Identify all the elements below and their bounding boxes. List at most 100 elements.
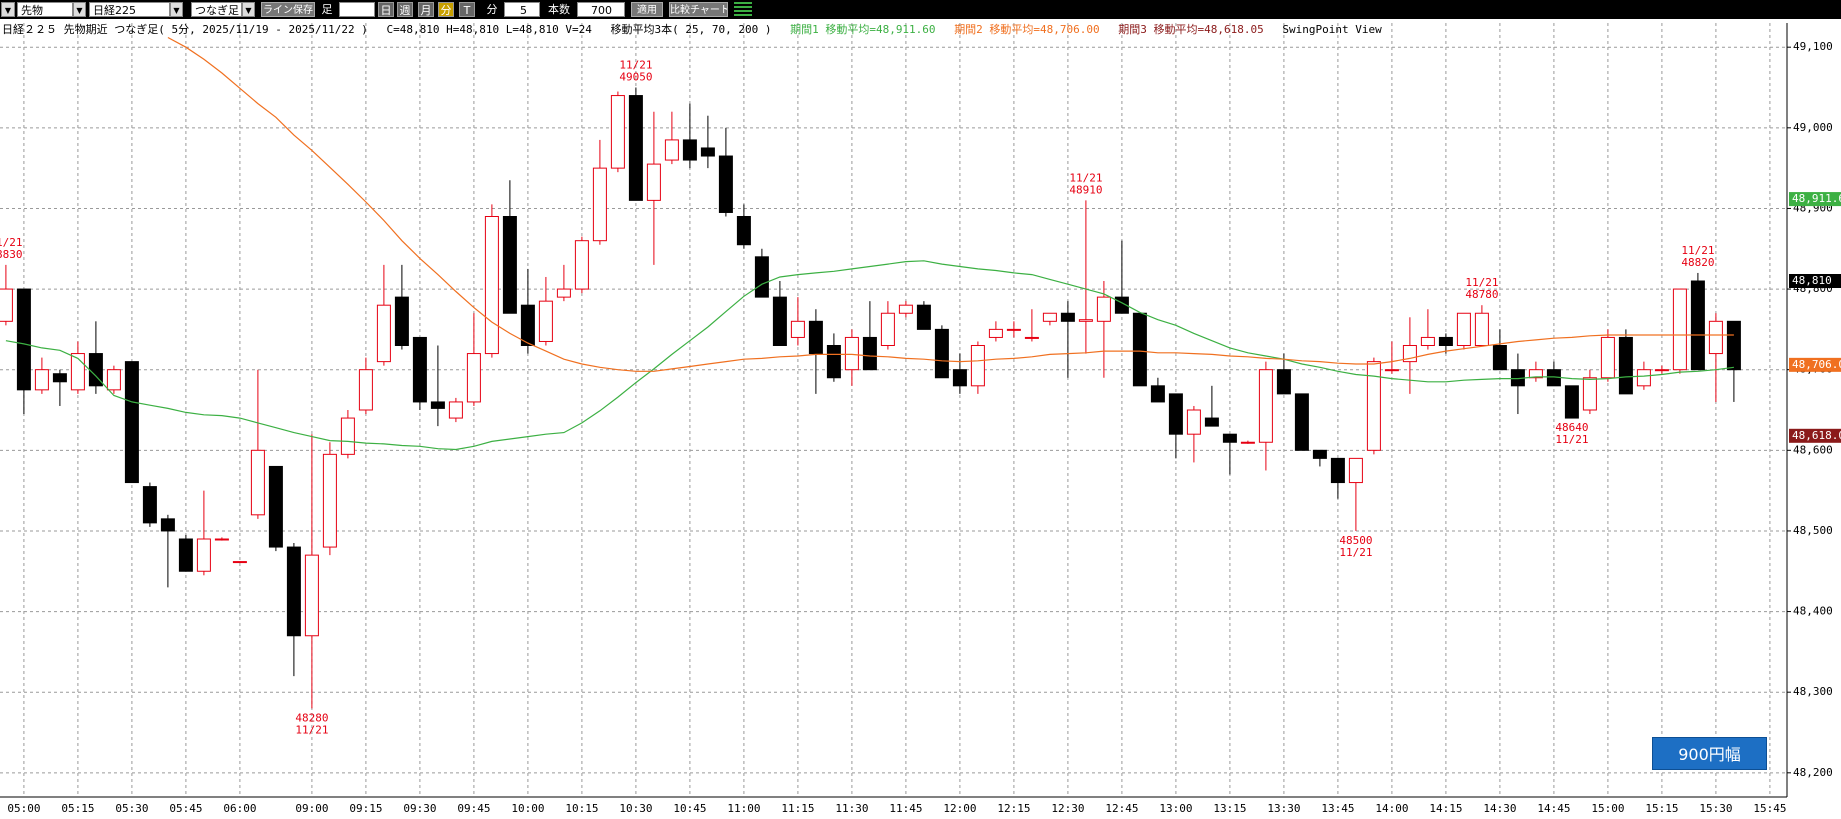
x-tick-label: 05:00 <box>7 802 40 815</box>
candle-body <box>1600 336 1615 379</box>
candle-body <box>574 240 589 290</box>
candle-body <box>1492 345 1507 371</box>
ma-line <box>167 36 1734 372</box>
candle-body <box>484 216 499 355</box>
ma-line <box>5 260 1734 451</box>
range-button[interactable]: 900円幅 <box>1652 737 1767 770</box>
candle-body <box>358 369 373 411</box>
period-button[interactable]: 週 <box>397 2 413 17</box>
candle-body <box>322 453 337 548</box>
swing-price: 48830 <box>0 248 22 261</box>
x-tick-label: 05:45 <box>169 802 202 815</box>
x-tick-label: 12:45 <box>1105 802 1138 815</box>
x-tick-label: 11:00 <box>727 802 760 815</box>
candle-body <box>16 288 31 391</box>
swing-price: 48780 <box>1465 288 1498 301</box>
legend-entry: 期間2 移動平均=48,706.00 <box>954 23 1100 36</box>
period-button[interactable]: 月 <box>418 2 434 17</box>
candle-body <box>1384 369 1399 372</box>
apply-button[interactable]: 適用 <box>631 2 663 17</box>
price-tag-label: 48,706.0 <box>1792 358 1841 371</box>
x-tick-label: 15:15 <box>1645 802 1678 815</box>
candle-body <box>268 465 283 548</box>
candle-body <box>1186 409 1201 435</box>
candle-body <box>286 546 301 637</box>
x-tick-label: 14:30 <box>1483 802 1516 815</box>
swing-date: 11/21 <box>1339 546 1372 559</box>
index-select[interactable]: 日経225 <box>89 2 170 17</box>
candle-body <box>1618 336 1633 395</box>
x-tick-label: 10:15 <box>565 802 598 815</box>
x-tick-label: 11:30 <box>835 802 868 815</box>
x-tick-label: 09:15 <box>349 802 382 815</box>
count-input[interactable]: 700 <box>577 2 625 17</box>
foot-box[interactable] <box>339 2 375 17</box>
candle-body <box>1456 312 1471 346</box>
x-tick-label: 11:15 <box>781 802 814 815</box>
chart-title: 日経２２５ 先物期近 つなぎ足( 5分, 2025/11/19 - 2025/1… <box>2 23 368 36</box>
x-tick-label: 13:30 <box>1267 802 1300 815</box>
candle-body <box>1024 336 1039 339</box>
y-tick-label: 49,100 <box>1793 40 1833 53</box>
y-tick-label: 49,000 <box>1793 121 1833 134</box>
x-tick-label: 15:00 <box>1591 802 1624 815</box>
x-tick-label: 11:45 <box>889 802 922 815</box>
candle-body <box>52 373 67 383</box>
indicator-icon[interactable] <box>734 2 752 17</box>
candle-body <box>808 320 823 355</box>
candle-body <box>430 401 445 409</box>
dropdown-arrow[interactable]: ▼ <box>170 2 183 17</box>
interval-input[interactable]: 5 <box>504 2 540 17</box>
x-tick-label: 13:15 <box>1213 802 1246 815</box>
candle-body <box>106 369 121 391</box>
candle-body <box>1672 288 1687 371</box>
candle-body <box>1168 393 1183 435</box>
candle-body <box>844 336 859 371</box>
candle-body <box>772 296 787 346</box>
compare-button[interactable]: 比較チャート <box>669 2 728 17</box>
period-button[interactable]: T <box>459 2 475 17</box>
candle-body <box>1222 433 1237 443</box>
swing-date: 11/21 <box>619 59 652 72</box>
candle-body <box>304 554 319 637</box>
candle-body <box>754 256 769 298</box>
price-tag-label: 48,618.0 <box>1792 429 1841 442</box>
x-tick-label: 12:30 <box>1051 802 1084 815</box>
candle-body <box>1636 369 1651 387</box>
info-line: 日経２２５ 先物期近 つなぎ足( 5分, 2025/11/19 - 2025/1… <box>2 21 1394 37</box>
price-tag-label: 48,810 <box>1792 274 1832 287</box>
swing-date: 11/21 <box>1555 433 1588 446</box>
count-label: 本数 <box>548 3 570 16</box>
candle-body <box>376 304 391 363</box>
period-button[interactable]: 日 <box>378 2 394 17</box>
candle-body <box>448 401 463 419</box>
candle-body <box>1042 312 1057 322</box>
candle-body <box>124 361 139 484</box>
candle-body <box>1204 417 1219 427</box>
candle-body <box>934 328 949 379</box>
mode-select[interactable]: つなぎ足 <box>191 2 242 17</box>
candle-body <box>682 139 697 161</box>
candle-body <box>1078 319 1093 322</box>
candle-body <box>556 288 571 298</box>
candle-body <box>1654 369 1669 372</box>
x-tick-label: 12:00 <box>943 802 976 815</box>
save-button[interactable]: ライン保存 <box>261 2 315 17</box>
market-select[interactable]: 先物 <box>17 2 73 17</box>
candle-body <box>340 417 355 455</box>
y-tick-label: 48,600 <box>1793 443 1833 456</box>
candle-body <box>466 353 481 403</box>
menu-arrow[interactable]: ▼ <box>1 2 15 17</box>
candle-body <box>1348 457 1363 484</box>
x-tick-label: 09:00 <box>295 802 328 815</box>
x-tick-label: 12:15 <box>997 802 1030 815</box>
dropdown-arrow[interactable]: ▼ <box>73 2 86 17</box>
x-tick-label: 15:30 <box>1699 802 1732 815</box>
plot-background <box>0 23 1787 797</box>
y-tick-label: 48,300 <box>1793 685 1833 698</box>
candle-body <box>1330 457 1345 484</box>
dropdown-arrow[interactable]: ▼ <box>242 2 255 17</box>
period-button[interactable]: 分 <box>438 2 454 17</box>
swing-date: 11/21 <box>0 236 22 249</box>
